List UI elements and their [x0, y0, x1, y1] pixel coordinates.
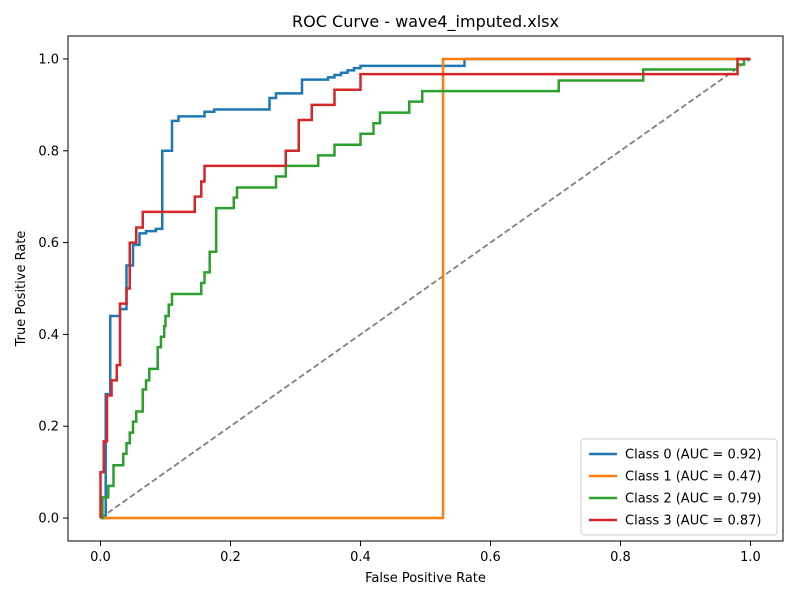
y-tick-label: 0.6: [38, 236, 59, 251]
x-tick-label: 0.2: [220, 550, 241, 565]
legend-box: [580, 438, 778, 536]
x-tick-label: 0.0: [90, 550, 111, 565]
x-tick-label: 0.8: [610, 550, 631, 565]
chart-title: ROC Curve - wave4_imputed.xlsx: [292, 12, 559, 32]
diagonal-reference-line: [99, 58, 752, 519]
x-tick-label: 0.6: [480, 550, 501, 565]
y-tick-label: 0.4: [38, 328, 59, 343]
roc-line-class-2: [100, 57, 751, 520]
x-tick-label: 1.0: [740, 550, 761, 565]
x-axis-title: False Positive Rate: [365, 571, 486, 586]
series-lines: [99, 57, 751, 520]
roc-line-class-3: [99, 57, 751, 519]
axis-ticks: 0.0 0.2 0.4 0.6 0.8 1.0 0.0 0.2 0.4 0.6 0.8 1.0: [38, 52, 761, 565]
roc-line-class-1: [100, 57, 751, 520]
y-tick-label: 0.8: [38, 144, 59, 159]
y-axis-title: True Positive Rate: [14, 231, 29, 348]
roc-line-class-0: [100, 57, 751, 520]
legend-label: Class 2 (AUC = 0.79): [625, 492, 761, 507]
legend-label: Class 0 (AUC = 0.92): [625, 448, 761, 463]
y-tick-label: 0.0: [38, 512, 59, 527]
y-tick-label: 1.0: [38, 52, 59, 67]
diagonal-reference-line-group: [99, 58, 752, 519]
legend-label: Class 1 (AUC = 0.47): [625, 470, 761, 485]
y-tick-label: 0.2: [38, 420, 59, 435]
plot-frame: [67, 35, 784, 542]
legend: Class 0 (AUC = 0.92) Class 1 (AUC = 0.47)…: [580, 438, 778, 536]
legend-label: Class 3 (AUC = 0.87): [625, 514, 761, 529]
x-tick-label: 0.4: [350, 550, 371, 565]
